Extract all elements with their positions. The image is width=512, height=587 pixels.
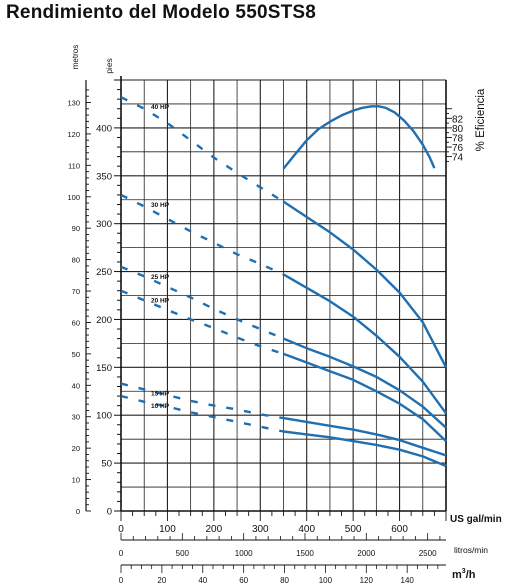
lpm-tick-label: 1000: [235, 549, 253, 558]
m3h-tick-label: 100: [319, 576, 333, 585]
pies-tick-label: 250: [96, 267, 112, 278]
pies-tick-label: 150: [96, 363, 112, 374]
series-label: 15 HP: [151, 391, 170, 398]
pies-tick-label: 200: [96, 315, 112, 326]
pies-tick-label: 100: [96, 411, 112, 422]
m3h-tick-label: 20: [157, 576, 166, 585]
gpm-tick-label: 100: [159, 524, 176, 535]
curve-dashed-0: [120, 96, 285, 203]
curve-solid-1: [282, 273, 447, 415]
chart-title: Rendimiento del Modelo 550STS8: [6, 2, 317, 23]
series-label: 25 HP: [151, 274, 170, 281]
series-label: 10 HP: [151, 403, 170, 410]
efficiency-curve: [282, 105, 436, 170]
metros-tick-label: 10: [72, 476, 80, 485]
curve-solid-3: [283, 352, 447, 442]
gpm-tick-label: 300: [252, 524, 269, 535]
m3h-tick-label: 0: [119, 576, 124, 585]
pies-tick-label: 350: [96, 171, 112, 182]
m3h-tick-label: 60: [239, 576, 248, 585]
metros-tick-label: 20: [72, 444, 80, 453]
metros-tick-label: 120: [67, 130, 80, 139]
curve-dashed-3: [120, 289, 284, 356]
metros-tick-label: 50: [72, 350, 80, 359]
lpm-tick-label: 500: [176, 549, 190, 558]
gpm-axis-label: US gal/min: [450, 514, 502, 525]
gpm-tick-label: 0: [118, 524, 124, 535]
curve-solid-5: [283, 430, 447, 468]
curve-dashed-1: [120, 193, 284, 276]
metros-tick-label: 40: [72, 381, 80, 390]
metros-tick-label: 100: [67, 193, 80, 202]
metros-axis-label: metros: [71, 45, 80, 69]
series-label: 20 HP: [151, 298, 170, 305]
curve-dashed-5: [120, 394, 284, 433]
efficiency-tick-label: 78: [452, 133, 464, 144]
metros-tick-label: 0: [76, 507, 80, 516]
series-label: 30 HP: [151, 202, 170, 209]
metros-tick-label: 30: [72, 413, 80, 422]
curve-dashed-2: [120, 265, 284, 340]
efficiency-tick-label: 76: [452, 143, 464, 154]
metros-tick-label: 80: [72, 256, 80, 265]
pies-tick-label: 400: [96, 123, 112, 134]
gpm-tick-label: 600: [391, 524, 408, 535]
m3h-tick-label: 120: [360, 576, 374, 585]
efficiency-tick-label: 74: [452, 153, 464, 164]
curve-solid-2: [283, 337, 447, 429]
metros-tick-label: 110: [68, 161, 80, 170]
m3h-tick-label: 140: [401, 576, 415, 585]
series-label: 40 HP: [151, 104, 170, 111]
metros-tick-label: 130: [67, 98, 80, 107]
gpm-tick-label: 200: [206, 524, 223, 535]
efficiency-axis-label: % Eficiencia: [475, 88, 487, 151]
efficiency-tick-label: 80: [452, 124, 464, 135]
gpm-tick-label: 500: [345, 524, 362, 535]
m3h-tick-label: 40: [198, 576, 207, 585]
metros-tick-label: 70: [72, 287, 80, 296]
efficiency-tick-label: 82: [452, 114, 464, 125]
pies-tick-label: 0: [107, 507, 112, 518]
lpm-tick-label: 1500: [296, 549, 314, 558]
lpm-axis-label: litros/min: [454, 545, 488, 555]
lpm-tick-label: 0: [119, 549, 124, 558]
curve-solid-0: [282, 200, 448, 368]
pies-tick-label: 300: [96, 219, 112, 230]
lpm-tick-label: 2000: [357, 549, 375, 558]
gpm-tick-label: 400: [298, 524, 315, 535]
m3h-axis-label: m3/h: [452, 568, 476, 581]
pies-tick-label: 50: [101, 459, 112, 470]
lpm-tick-label: 2500: [419, 549, 437, 558]
m3h-tick-label: 80: [280, 576, 289, 585]
pies-axis-label: pies: [104, 58, 114, 74]
metros-tick-label: 60: [72, 318, 80, 327]
curve-solid-4: [283, 416, 447, 457]
metros-tick-label: 90: [72, 224, 80, 233]
